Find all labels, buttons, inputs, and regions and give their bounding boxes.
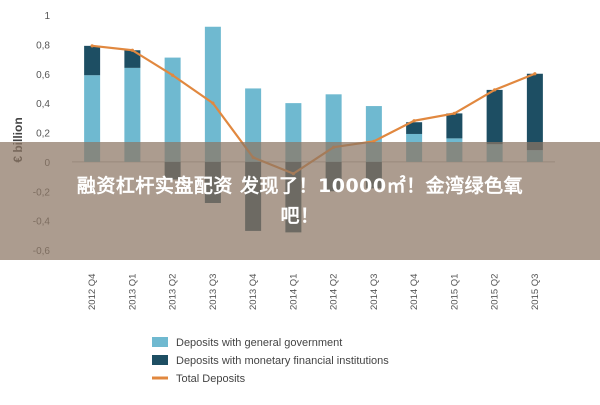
bar-monetary-institutions bbox=[486, 89, 503, 145]
x-tick-label: 2013 Q1 bbox=[127, 274, 138, 310]
bar-general-government bbox=[84, 75, 101, 162]
total-deposits-point bbox=[130, 48, 134, 52]
x-tick-label: 2013 Q2 bbox=[168, 274, 179, 310]
banner-line-1: 融资杠杆实盘配资 发现了！10000㎡！金湾绿色氧 bbox=[76, 175, 524, 197]
x-tick-label: 2013 Q3 bbox=[208, 274, 219, 310]
y-tick-label: 0,6 bbox=[36, 70, 50, 81]
total-deposits-point bbox=[412, 119, 416, 123]
total-deposits-point bbox=[533, 72, 537, 76]
total-deposits-point bbox=[171, 73, 175, 77]
total-deposits-point bbox=[211, 101, 215, 105]
bar-monetary-institutions bbox=[124, 50, 141, 68]
legend-swatch bbox=[152, 355, 168, 365]
y-tick-label: 1 bbox=[44, 11, 50, 22]
x-tick-label: 2014 Q2 bbox=[329, 274, 340, 310]
x-tick-label: 2014 Q4 bbox=[409, 274, 420, 310]
y-tick-label: 0,2 bbox=[36, 129, 50, 140]
x-tick-label: 2014 Q1 bbox=[288, 274, 299, 310]
bar-monetary-institutions bbox=[84, 45, 101, 76]
bar-monetary-institutions bbox=[526, 73, 543, 151]
total-deposits-point bbox=[452, 111, 456, 116]
x-tick-label: 2013 Q4 bbox=[248, 274, 259, 310]
x-tick-label: 2015 Q2 bbox=[490, 274, 501, 310]
legend-label: Deposits with general government bbox=[176, 337, 342, 349]
total-deposits-point bbox=[90, 44, 94, 48]
x-tick-label: 2014 Q3 bbox=[369, 274, 380, 310]
banner-line-2: 吧！ bbox=[280, 205, 320, 227]
legend-label: Total Deposits bbox=[176, 373, 246, 385]
legend-swatch bbox=[152, 337, 168, 347]
bar-monetary-institutions bbox=[446, 113, 463, 139]
bar-monetary-institutions bbox=[406, 122, 423, 134]
y-tick-label: 0,4 bbox=[36, 99, 50, 110]
total-deposits-point bbox=[493, 88, 497, 92]
banner-text: 融资杠杆实盘配资 发现了！10000㎡！金湾绿色氧 吧！ bbox=[77, 171, 523, 231]
bar-general-government bbox=[164, 57, 181, 162]
overlay-banner: 融资杠杆实盘配资 发现了！10000㎡！金湾绿色氧 吧！ bbox=[0, 142, 600, 260]
x-tick-label: 2015 Q1 bbox=[449, 274, 460, 310]
legend: Deposits with general government Deposits… bbox=[152, 337, 389, 385]
x-tick-label: 2015 Q3 bbox=[530, 274, 541, 310]
y-tick-label: 0,8 bbox=[36, 40, 50, 51]
x-tick-label: 2012 Q4 bbox=[87, 274, 98, 310]
legend-label: Deposits with monetary financial institu… bbox=[176, 355, 389, 367]
x-axis: 2012 Q4 2013 Q1 2013 Q2 2013 Q3 2013 Q4 2014 … bbox=[87, 274, 541, 310]
bar-general-government bbox=[204, 26, 221, 162]
bar-general-government bbox=[124, 67, 141, 162]
